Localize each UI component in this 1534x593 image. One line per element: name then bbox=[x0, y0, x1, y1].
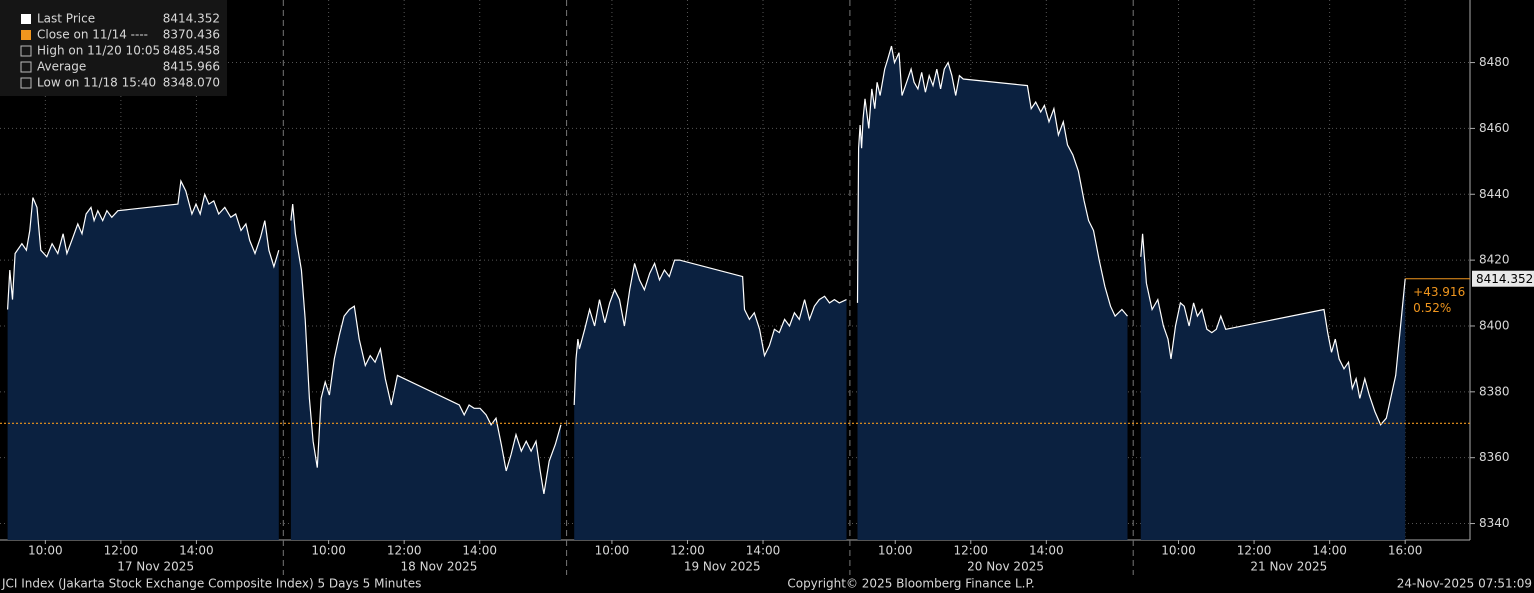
legend-label: Average bbox=[37, 60, 86, 74]
x-tick-label: 12:00 bbox=[387, 544, 422, 558]
legend-swatch bbox=[20, 61, 32, 73]
x-tick-label: 14:00 bbox=[179, 544, 214, 558]
footer-text: Copyright© 2025 Bloomberg Finance L.P. bbox=[787, 577, 1034, 591]
date-label: 21 Nov 2025 bbox=[1250, 560, 1327, 574]
x-tick-label: 14:00 bbox=[746, 544, 781, 558]
x-tick-label: 10:00 bbox=[595, 544, 630, 558]
legend-value: 8370.436 bbox=[163, 28, 220, 42]
x-tick-label: 14:00 bbox=[1312, 544, 1347, 558]
x-tick-label: 12:00 bbox=[1237, 544, 1272, 558]
date-label: 20 Nov 2025 bbox=[967, 560, 1044, 574]
footer-text: JCI Index (Jakarta Stock Exchange Compos… bbox=[1, 577, 421, 591]
y-tick-label: 8360 bbox=[1479, 450, 1510, 464]
area bbox=[290, 204, 561, 540]
y-tick-label: 8400 bbox=[1479, 318, 1510, 332]
last-price-label: 8414.352 bbox=[1476, 272, 1533, 286]
legend-swatch bbox=[20, 77, 32, 89]
x-tick-label: 12:00 bbox=[953, 544, 988, 558]
x-tick-label: 10:00 bbox=[878, 544, 913, 558]
area bbox=[1140, 233, 1406, 541]
x-tick-label: 12:00 bbox=[104, 544, 139, 558]
legend-swatch bbox=[20, 45, 32, 57]
legend-value: 8348.070 bbox=[163, 76, 220, 90]
date-label: 18 Nov 2025 bbox=[401, 560, 478, 574]
legend-label: Close on 11/14 ---- bbox=[37, 28, 148, 42]
y-tick-label: 8420 bbox=[1479, 253, 1510, 267]
legend-value: 8414.352 bbox=[163, 12, 220, 26]
legend-swatch bbox=[21, 14, 31, 24]
legend-swatch bbox=[21, 30, 31, 40]
legend-box bbox=[0, 0, 227, 96]
date-label: 19 Nov 2025 bbox=[684, 560, 761, 574]
legend-value: 8485.458 bbox=[163, 44, 220, 58]
legend-value: 8415.966 bbox=[163, 60, 220, 74]
price-line bbox=[573, 259, 847, 406]
price-line bbox=[856, 45, 1128, 318]
x-tick-label: 14:00 bbox=[1029, 544, 1064, 558]
x-tick-label: 14:00 bbox=[462, 544, 497, 558]
legend-label: Last Price bbox=[37, 12, 95, 26]
x-tick-label: 16:00 bbox=[1388, 544, 1423, 558]
last-price-tag bbox=[1472, 270, 1534, 287]
price-line bbox=[1140, 233, 1406, 426]
price-line bbox=[290, 204, 562, 494]
legend-label: High on 11/20 10:05 bbox=[37, 44, 160, 58]
footer-text: 24-Nov-2025 07:51:09 bbox=[1397, 577, 1532, 591]
area bbox=[7, 181, 279, 540]
area bbox=[857, 46, 1128, 540]
x-tick-label: 12:00 bbox=[670, 544, 705, 558]
x-tick-label: 10:00 bbox=[311, 544, 346, 558]
y-tick-label: 8460 bbox=[1479, 121, 1510, 135]
y-tick-label: 8380 bbox=[1479, 384, 1510, 398]
change-label: +43.916 bbox=[1413, 285, 1465, 299]
y-tick-label: 8480 bbox=[1479, 55, 1510, 69]
legend-label: Low on 11/18 15:40 bbox=[37, 76, 156, 90]
date-label: 17 Nov 2025 bbox=[117, 560, 194, 574]
y-tick-label: 8340 bbox=[1479, 516, 1510, 530]
change-label: 0.52% bbox=[1413, 301, 1451, 315]
y-tick-label: 8440 bbox=[1479, 187, 1510, 201]
price-line bbox=[7, 179, 280, 310]
x-tick-label: 10:00 bbox=[28, 544, 63, 558]
x-tick-label: 10:00 bbox=[1161, 544, 1196, 558]
area bbox=[574, 260, 847, 540]
